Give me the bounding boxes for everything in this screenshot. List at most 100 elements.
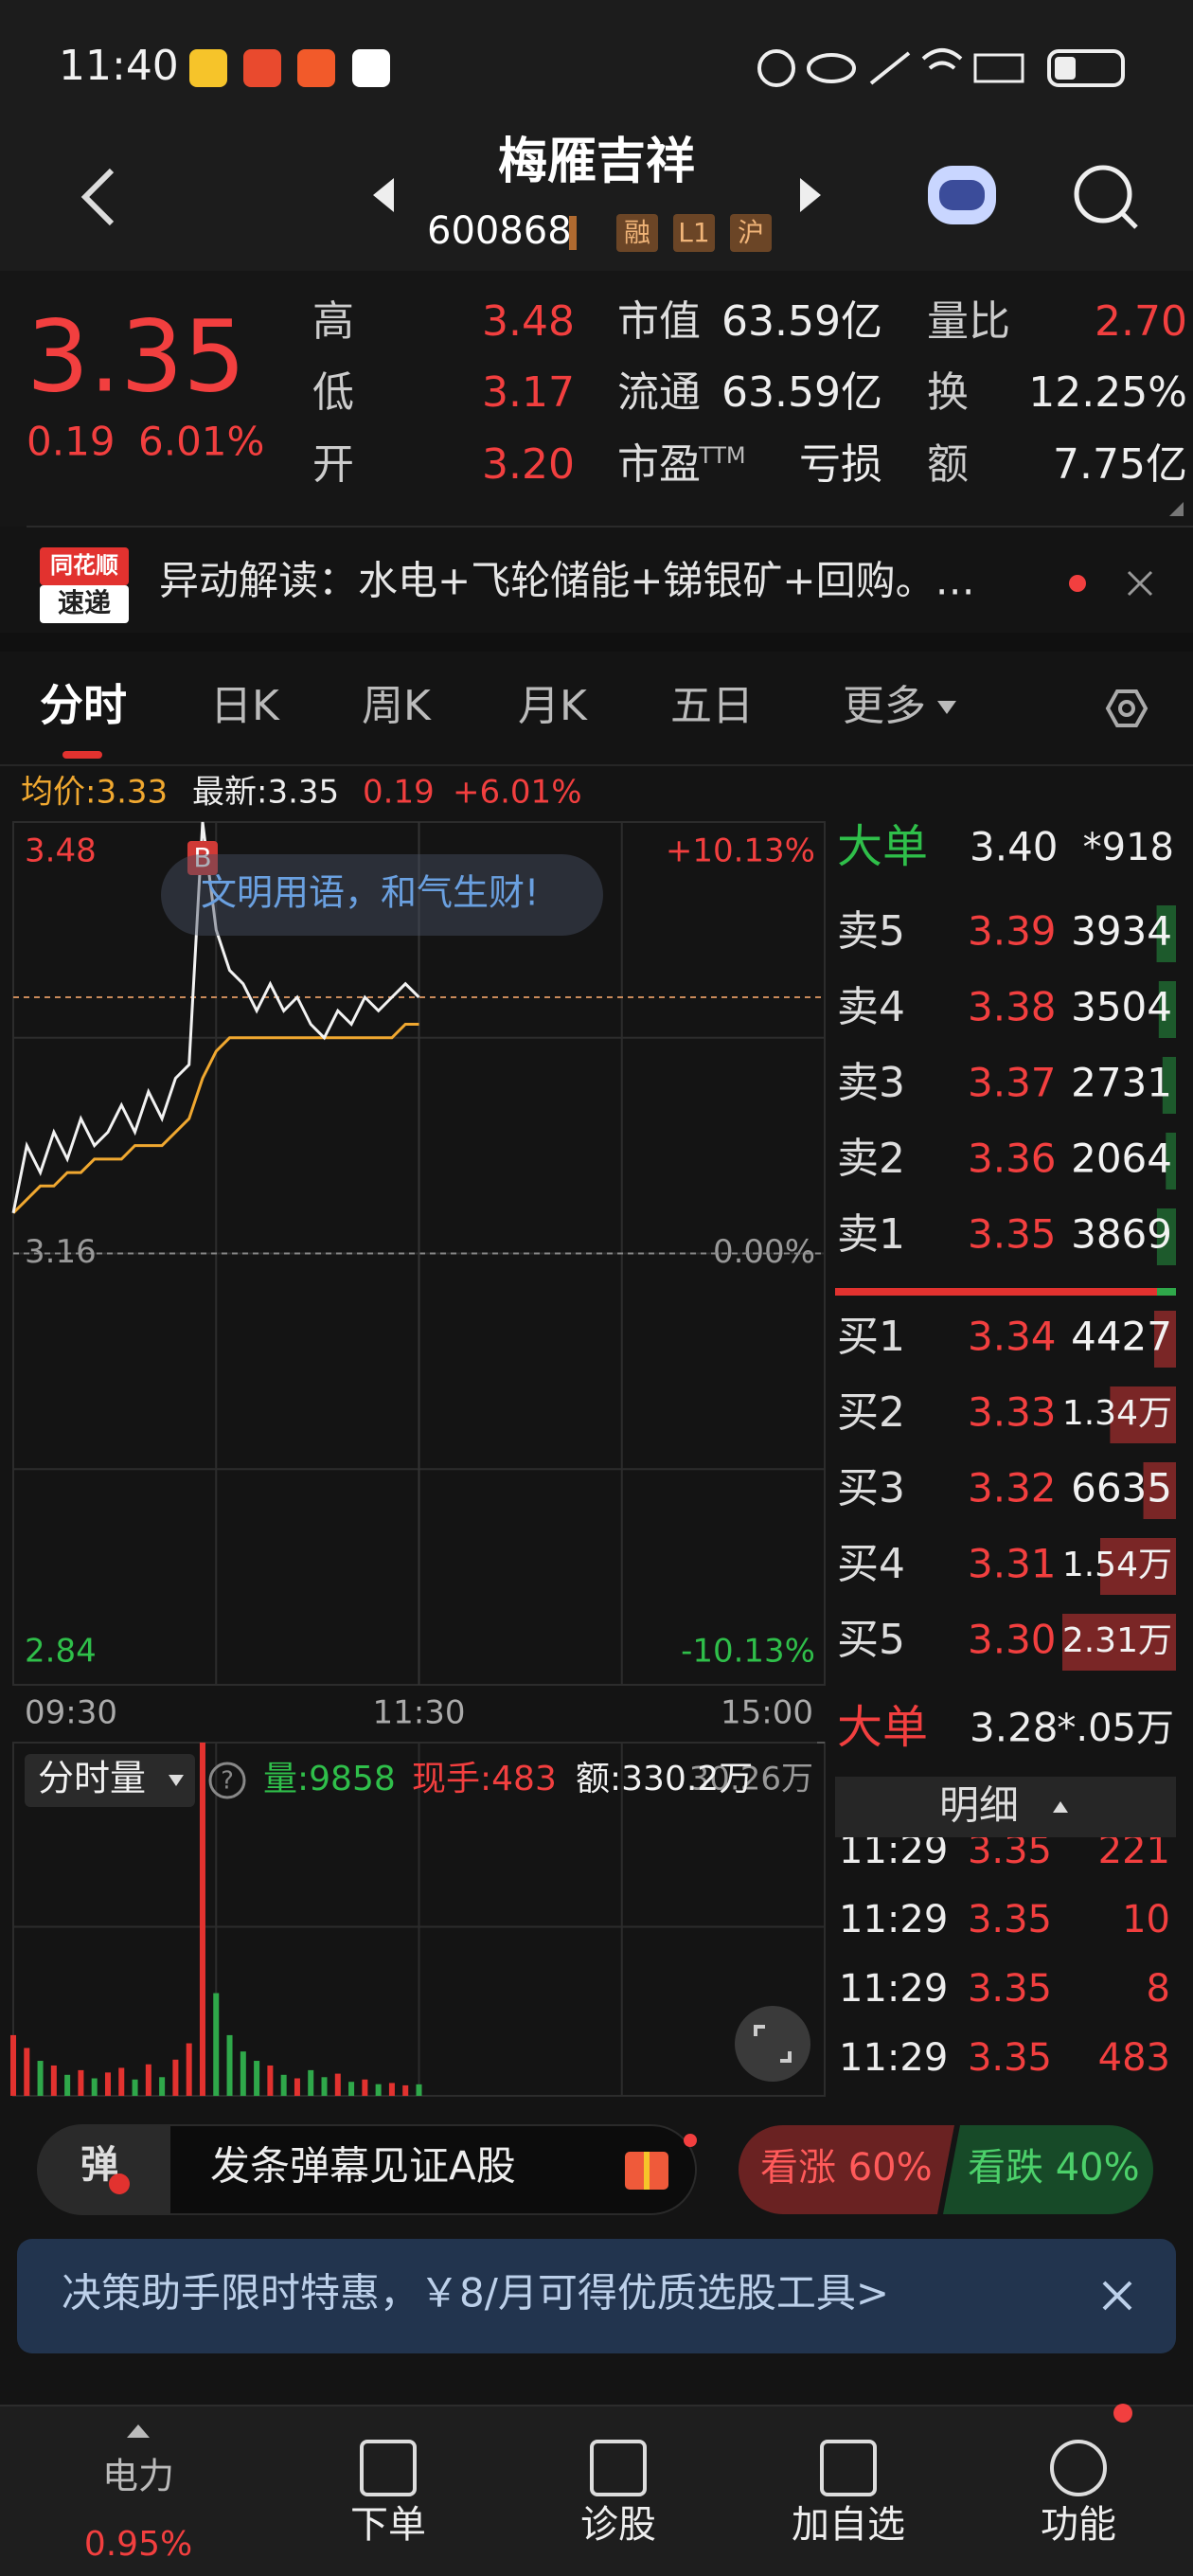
- danmu-toggle[interactable]: [38, 2125, 170, 2214]
- clock: 11:40: [59, 42, 179, 90]
- quote-value: 7.75亿: [1053, 440, 1187, 489]
- alert-logo-top: [40, 547, 129, 585]
- y-tick-label: 3.48: [25, 832, 97, 870]
- trade-marker-text: B: [193, 842, 211, 873]
- depth-bar: [1143, 1462, 1176, 1519]
- volume-title: 分时量: [38, 1758, 146, 1799]
- status-icon: [807, 53, 856, 83]
- volume-bar: [104, 2072, 111, 2096]
- nav-badge: [1113, 2404, 1132, 2423]
- nav-label[interactable]: 电力: [102, 2456, 174, 2497]
- prev-stock[interactable]: [373, 178, 394, 212]
- zoom-button[interactable]: [735, 2006, 810, 2082]
- nav-label[interactable]: 功能: [1041, 2503, 1116, 2547]
- tick-price: 3.35: [968, 1829, 1052, 1872]
- tab[interactable]: 日K: [210, 682, 280, 730]
- detail-header[interactable]: [835, 1777, 1176, 1837]
- nav-icon: [820, 2440, 877, 2496]
- depth-volume: 2731: [1071, 1060, 1172, 1106]
- signal-icon: [973, 53, 1024, 83]
- big-order-price: 3.28: [970, 1705, 1059, 1751]
- book-bg: [833, 816, 1184, 2101]
- price-line: [11, 821, 420, 1214]
- volume-bar: [24, 2048, 30, 2096]
- depth-price: 3.33: [968, 1389, 1057, 1436]
- x-tick-label: 09:30: [25, 1694, 117, 1732]
- nav-label[interactable]: 诊股: [580, 2503, 656, 2547]
- wifi-icon: [921, 48, 963, 70]
- depth-bar: [1166, 1133, 1176, 1190]
- danmu-placeholder: 发条弹幕见证A股: [210, 2143, 516, 2190]
- y2-tick-label: -10.13%: [681, 1633, 815, 1671]
- nav-label[interactable]: 加自选: [792, 2503, 905, 2547]
- tab[interactable]: 更多: [843, 682, 926, 730]
- quote-label: 换: [927, 368, 969, 417]
- quote-value: 3.17: [482, 368, 575, 417]
- gift-ribbon: [644, 2152, 650, 2190]
- volume-info: 现手:483: [412, 1760, 557, 1798]
- search-button[interactable]: [1074, 165, 1132, 224]
- danmu-bubble-text: 文明用语，和气生财!: [201, 872, 539, 914]
- depth-price: 3.36: [968, 1136, 1057, 1182]
- tab[interactable]: 五日: [670, 682, 754, 730]
- help-icon[interactable]: [208, 1762, 246, 1799]
- depth-volume: 3869: [1071, 1211, 1172, 1258]
- back-button[interactable]: [80, 168, 115, 226]
- depth-volume: 6635: [1071, 1465, 1172, 1512]
- depth-bar: [1162, 1057, 1176, 1114]
- volume-bar: [118, 2067, 125, 2096]
- depth-volume: 2.31万: [1062, 1621, 1172, 1660]
- detail-title: 明细: [939, 1782, 1019, 1829]
- tick-time: 11:29: [839, 2036, 948, 2080]
- status-icon: [869, 51, 911, 85]
- depth-volume: 1.34万: [1062, 1394, 1172, 1433]
- spacer: [0, 633, 1193, 652]
- unread-dot: [1069, 575, 1086, 592]
- vote-up[interactable]: [739, 2125, 954, 2214]
- y-tick-label: 2.84: [25, 1633, 97, 1671]
- volume-bar: [91, 2078, 98, 2096]
- tab[interactable]: 分时: [40, 680, 127, 731]
- bottom-nav: [0, 2406, 1193, 2576]
- zoom-icon: [754, 2025, 792, 2063]
- expand-corner[interactable]: [1169, 502, 1184, 516]
- volume-bar: [226, 2034, 233, 2096]
- volume-bar: [240, 2051, 246, 2096]
- close-alert[interactable]: [1127, 570, 1153, 597]
- quote-value: 3.48: [482, 297, 575, 346]
- book-divider-end: [1157, 1288, 1176, 1296]
- depth-volume: 2064: [1071, 1136, 1172, 1182]
- volume-bar: [375, 2084, 382, 2096]
- big-order-volume: *.05万: [1057, 1707, 1174, 1750]
- next-stock[interactable]: [800, 178, 821, 212]
- volume-selector[interactable]: [25, 1754, 195, 1807]
- depth-label: 买3: [837, 1464, 905, 1512]
- close-banner[interactable]: [1102, 2281, 1132, 2311]
- quote-label: 市值: [617, 297, 701, 346]
- settings-button[interactable]: [1105, 689, 1148, 727]
- alert-text[interactable]: 异动解读：水电+飞轮储能+锑银矿+回购。…: [159, 558, 975, 604]
- depth-volume: 3934: [1071, 908, 1172, 955]
- depth-bar: [1156, 1208, 1176, 1265]
- tab[interactable]: 月K: [518, 682, 588, 730]
- quote-value: 2.70: [1095, 297, 1187, 346]
- volume-bar: [78, 2069, 84, 2096]
- volume-bar: [402, 2084, 409, 2096]
- depth-volume: 3504: [1071, 984, 1172, 1030]
- tag: [673, 214, 715, 252]
- tick-time: 11:29: [839, 1829, 948, 1872]
- volume-bar: [308, 2069, 314, 2096]
- tab[interactable]: 周K: [362, 682, 432, 730]
- nav-label[interactable]: 下单: [350, 2503, 426, 2547]
- gift-dot: [684, 2134, 697, 2147]
- promo-banner[interactable]: [17, 2239, 1176, 2353]
- tick-volume: 483: [1098, 2036, 1170, 2080]
- chart-info: 均价:3.33: [21, 774, 168, 812]
- code-bar: [569, 216, 577, 250]
- depth-label: 卖2: [837, 1135, 905, 1183]
- depth-label: 卖4: [837, 983, 905, 1031]
- vote-down[interactable]: [943, 2125, 1153, 2214]
- y-tick-label: 3.16: [25, 1233, 97, 1271]
